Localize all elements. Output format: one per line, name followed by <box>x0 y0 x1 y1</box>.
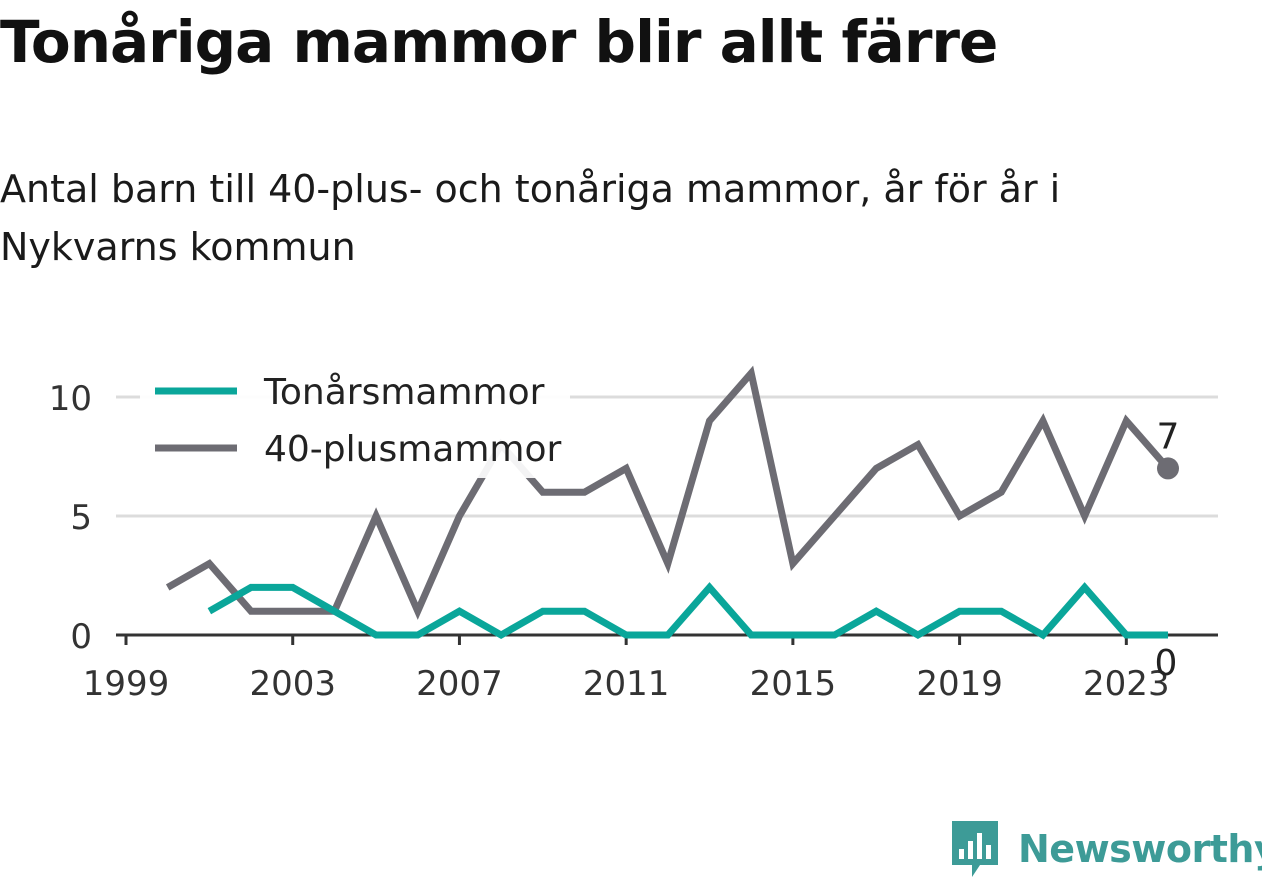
y-axis: 0 5 10 <box>49 379 92 657</box>
y-tick-label: 10 <box>49 379 92 419</box>
brand-name: Newsworthy <box>1018 827 1262 871</box>
x-tick-label: 1999 <box>83 664 170 704</box>
legend-item-40-plusmammor-label: 40-plusmammor <box>264 429 562 470</box>
x-tick-label: 2023 <box>1083 664 1170 704</box>
legend-item-tonarsmammor-label: Tonårsmammor <box>263 372 545 413</box>
x-axis: 1999 2003 2007 2011 2015 2019 2023 <box>83 633 1218 704</box>
bar-chart-speech-bubble-icon <box>952 821 998 877</box>
chart-subtitle: Antal barn till 40-plus- och tonåriga ma… <box>0 167 1061 269</box>
y-tick-label: 5 <box>70 498 92 538</box>
chart-title: Tonåriga mammor blir allt färre <box>0 8 998 76</box>
series-line-tonarsmammor <box>207 582 1168 640</box>
x-tick-label: 2011 <box>583 664 670 704</box>
legend-background <box>140 366 570 478</box>
end-labels: 70 <box>1155 416 1180 684</box>
series-lines <box>165 365 1171 640</box>
y-tick-label: 0 <box>70 617 92 657</box>
newsworthy-brand: Newsworthy <box>950 818 1262 880</box>
x-tick-label: 2007 <box>416 664 503 704</box>
end-label-40-plusmammor: 7 <box>1157 416 1180 457</box>
legend: Tonårsmammor 40-plusmammor <box>140 366 570 478</box>
x-tick-label: 2003 <box>249 664 336 704</box>
end-point-40-plusmammor <box>1157 457 1179 480</box>
x-tick-label: 2015 <box>750 664 837 704</box>
x-tick-label: 2019 <box>916 664 1003 704</box>
end-label-tonarsmammor: 0 <box>1155 643 1178 684</box>
